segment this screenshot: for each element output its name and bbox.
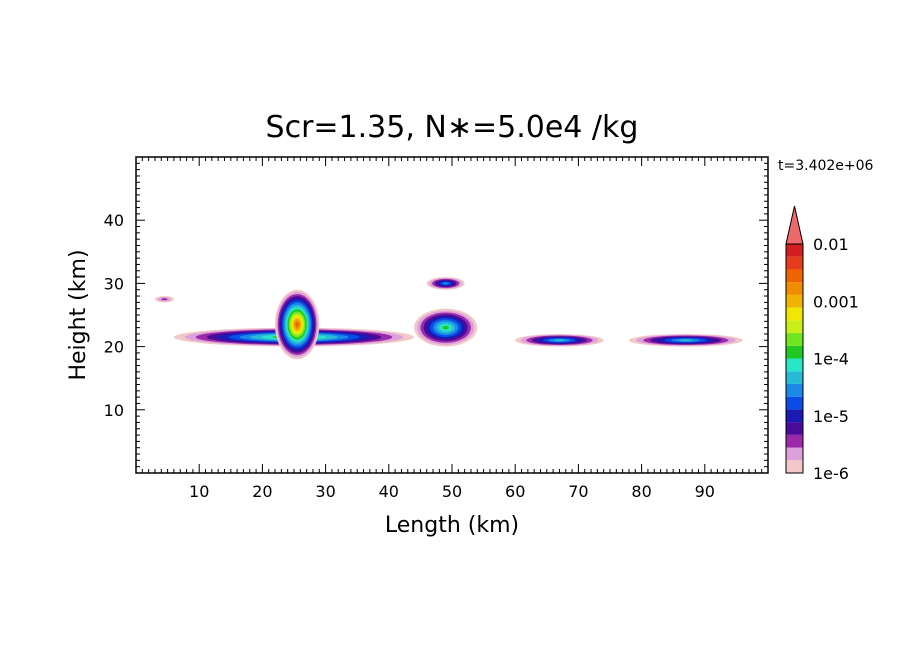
x-tick-label: 40 (379, 482, 399, 501)
colorbar-swatch (786, 383, 803, 397)
contour-level (295, 322, 299, 327)
colorbar-label: 1e-4 (813, 350, 849, 369)
x-axis-label: Length (km) (385, 513, 519, 538)
y-tick-label: 20 (104, 338, 124, 357)
x-axis: 10 20 30 40 50 60 70 80 90 (141, 157, 763, 501)
y-tick-label: 10 (104, 401, 124, 420)
colorbar-swatch (786, 320, 803, 334)
colorbar-swatch (786, 269, 803, 283)
data-feature (154, 296, 174, 303)
colorbar-swatch (786, 244, 803, 257)
y-axis-label: Height (km) (66, 249, 91, 380)
x-tick-label: 60 (505, 482, 525, 501)
colorbar-swatch (786, 396, 803, 410)
chart-title: Scr=1.35, N∗=5.0e4 /kg (266, 110, 639, 145)
colorbar-swatch (786, 460, 803, 473)
colorbar: 0.01 0.001 1e-4 1e-5 1e-6 (785, 205, 859, 483)
x-tick-label: 20 (252, 482, 272, 501)
colorbar-label: 1e-6 (813, 464, 849, 483)
data-feature (275, 289, 320, 360)
colorbar-frame (785, 243, 804, 474)
colorbar-swatch (786, 307, 803, 321)
y-tick-label: 30 (104, 274, 124, 293)
x-tick-label: 80 (631, 482, 651, 501)
colorbar-swatch (786, 434, 803, 448)
colorbar-swatch (786, 345, 803, 359)
x-tick-label: 90 (695, 482, 715, 501)
contour-level (442, 325, 449, 330)
colorbar-swatch (786, 447, 803, 461)
colorbar-swatch (786, 333, 803, 346)
contour-level (678, 339, 693, 342)
colorbar-label: 1e-5 (813, 407, 849, 426)
colorbar-swatch (786, 409, 803, 423)
colorbar-label: 0.01 (813, 235, 849, 254)
plot-data (154, 277, 743, 360)
data-feature (628, 333, 743, 347)
colorbar-label: 0.001 (813, 292, 859, 311)
colorbar-extension (785, 205, 804, 245)
contour-level (442, 282, 449, 285)
data-feature (426, 277, 465, 290)
data-feature (515, 333, 604, 347)
y-tick-label: 40 (104, 211, 124, 230)
x-tick-label: 50 (442, 482, 462, 501)
x-tick-label: 70 (568, 482, 588, 501)
contour-level (161, 298, 168, 301)
contour-level (553, 339, 565, 342)
colorbar-swatch (786, 256, 803, 270)
colorbar-swatch (786, 422, 803, 435)
colorbar-swatch (786, 282, 803, 295)
data-feature (414, 308, 478, 347)
colorbar-swatch (786, 371, 803, 384)
colorbar-swatch (786, 358, 803, 372)
x-tick-label: 30 (315, 482, 335, 501)
y-axis: 10 20 30 40 (104, 162, 768, 468)
colorbar-swatch (786, 294, 803, 308)
x-tick-label: 10 (189, 482, 209, 501)
time-label: t=3.402e+06 (778, 158, 874, 174)
